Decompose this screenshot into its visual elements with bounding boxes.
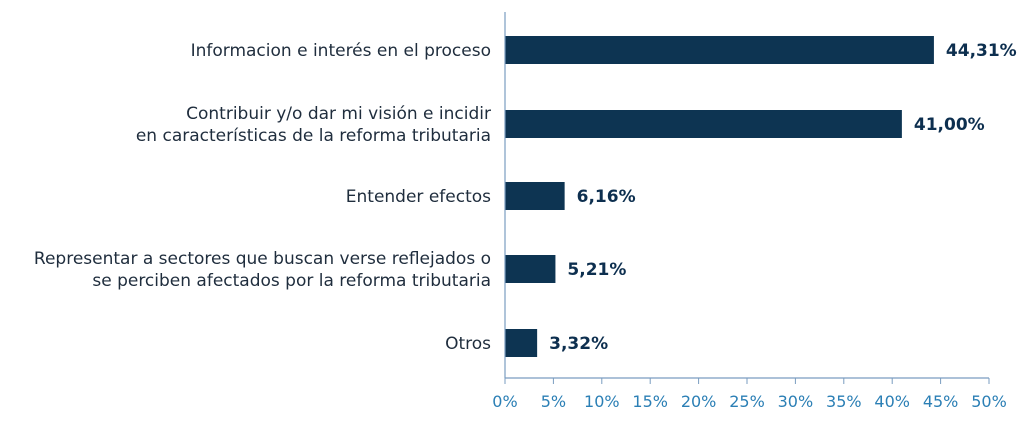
x-tick-label-4: 20% [681, 392, 717, 411]
tick-labels: 0% 5% 10% 15% 20% 25% 30% 35% 40% 45% 50% [492, 392, 1006, 411]
x-tick-label-6: 30% [778, 392, 814, 411]
x-tick-label-5: 25% [729, 392, 765, 411]
value-labels: 44,31% 41,00% 6,16% 5,21% 3,32% [549, 41, 1017, 354]
category-label-2: Entender efectos [346, 187, 491, 207]
x-tick-label-7: 35% [826, 392, 862, 411]
bar-2 [505, 182, 565, 210]
x-tick-label-1: 5% [541, 392, 566, 411]
bar-1 [505, 110, 902, 138]
axes-group [504, 12, 990, 384]
x-tick-label-10: 50% [971, 392, 1007, 411]
value-label-1: 41,00% [914, 115, 985, 135]
x-tick-label-2: 10% [584, 392, 620, 411]
value-label-3: 5,21% [567, 260, 626, 280]
value-label-4: 3,32% [549, 334, 608, 354]
category-label-1: Contribuir y/o dar mi visión e incidir en… [136, 104, 491, 146]
category-label-0: Informacion e interés en el proceso [191, 41, 491, 61]
bar-4 [505, 329, 538, 357]
x-tick-label-8: 40% [874, 392, 910, 411]
value-label-2: 6,16% [577, 187, 636, 207]
x-tick-label-9: 45% [923, 392, 959, 411]
category-label-3: Representar a sectores que buscan verse … [34, 249, 491, 291]
bar-0 [505, 36, 934, 64]
value-label-0: 44,31% [946, 41, 1017, 61]
category-label-4: Otros [445, 334, 491, 354]
bar-3 [505, 255, 556, 283]
bars-group [505, 36, 934, 357]
x-tick-label-3: 15% [632, 392, 668, 411]
x-tick-label-0: 0% [492, 392, 517, 411]
category-labels: Informacion e interés en el proceso Contr… [34, 41, 491, 354]
